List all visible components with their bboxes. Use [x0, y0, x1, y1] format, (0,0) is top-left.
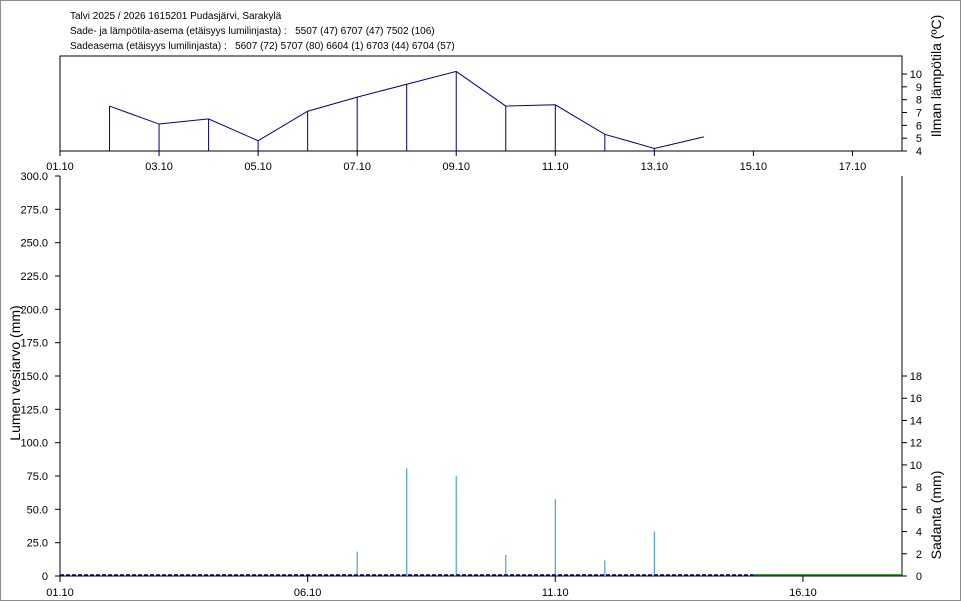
precipitation-y-tick-label: 8 [916, 482, 922, 494]
temperature-y-tick-label: 9 [916, 82, 922, 94]
swe-y-tick-label: 50.0 [27, 504, 48, 516]
temperature-axis-label: Ilman lämpötila (ºC) [928, 15, 944, 138]
precipitation-y-tick-label: 4 [916, 527, 922, 539]
swe-y-tick-label: 250.0 [20, 238, 48, 250]
swe-y-tick-label: 0 [42, 571, 48, 583]
temperature-y-tick-label: 4 [916, 146, 922, 158]
precipitation-y-tick-label: 14 [910, 415, 922, 427]
temperature-x-tick-label: 05.10 [244, 161, 272, 173]
swe-axis-label: Lumen vesiarvo (mm) [7, 305, 23, 440]
temperature-x-tick-label: 07.10 [343, 161, 371, 173]
temperature-y-tick-label: 10 [910, 69, 922, 81]
bottom-x-tick-label: 06.10 [294, 587, 322, 599]
chart-title: Talvi 2025 / 2026 1615201 Pudasjärvi, Sa… [70, 11, 282, 22]
temperature-y-tick-label: 7 [916, 108, 922, 120]
temperature-y-tick-label: 6 [916, 120, 922, 132]
temperature-x-tick-label: 13.10 [641, 161, 669, 173]
swe-y-tick-label: 75.0 [27, 471, 48, 483]
precipitation-y-tick-label: 16 [910, 393, 922, 405]
swe-y-tick-label: 25.0 [27, 538, 48, 550]
temperature-x-tick-label: 17.10 [839, 161, 867, 173]
bottom-x-tick-label: 11.10 [542, 587, 569, 599]
temperature-x-tick-label: 09.10 [442, 161, 470, 173]
swe-y-tick-label: 200.0 [20, 304, 48, 316]
temperature-x-tick-label: 01.10 [46, 161, 74, 173]
temperature-plot-area [59, 55, 903, 152]
temperature-y-tick-label: 8 [916, 95, 922, 107]
swe-y-tick-label: 125.0 [20, 404, 48, 416]
temperature-x-tick-label: 15.10 [740, 161, 768, 173]
precipitation-y-tick-label: 10 [910, 460, 922, 472]
precipitation-y-tick-label: 6 [916, 504, 922, 516]
precipitation-stations-line: Sadeasema (etäisyys lumilinjasta) : 5607… [70, 41, 455, 52]
bottom-x-tick-label: 01.10 [46, 587, 74, 599]
temperature-x-tick-label: 11.10 [542, 161, 569, 173]
temperature-stations-line: Sade- ja lämpötila-asema (etäisyys lumil… [70, 26, 435, 37]
precipitation-y-tick-label: 18 [910, 371, 922, 383]
precipitation-y-tick-label: 0 [916, 571, 922, 583]
precipitation-axis-label: Sadanta (mm) [928, 471, 944, 560]
precipitation-y-tick-label: 12 [910, 438, 922, 450]
bottom-x-tick-label: 16.10 [789, 587, 817, 599]
swe-y-tick-label: 300.0 [20, 171, 48, 183]
swe-y-tick-label: 100.0 [20, 438, 48, 450]
temperature-x-tick-label: 03.10 [145, 161, 173, 173]
temperature-series-line [109, 70, 704, 149]
swe-y-tick-label: 275.0 [20, 204, 48, 216]
temperature-y-tick-label: 5 [916, 133, 922, 145]
swe-y-tick-label: 175.0 [20, 338, 48, 350]
swe-y-tick-label: 225.0 [20, 271, 48, 283]
swe-y-tick-label: 150.0 [20, 371, 48, 383]
precipitation-y-tick-label: 2 [916, 549, 922, 561]
